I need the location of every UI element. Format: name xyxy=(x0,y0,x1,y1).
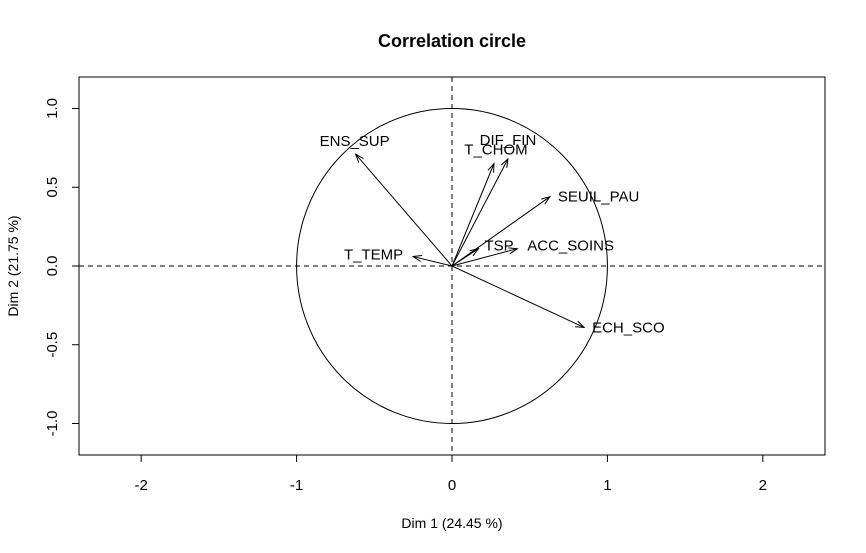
variable-label-tsp: TSP xyxy=(484,238,513,255)
arrow-t-temp xyxy=(413,256,453,267)
arrowhead-acc-soins xyxy=(508,247,519,255)
x-axis-label: Dim 1 (24.45 %) xyxy=(401,515,502,531)
x-axis: -2 -1 0 1 2 xyxy=(134,455,767,494)
y-tick-label: 0.5 xyxy=(44,177,61,198)
arrow-seuil-pau xyxy=(451,196,551,267)
arrowhead-ens-sup xyxy=(354,153,364,163)
unit-circle xyxy=(296,108,608,424)
variable-arrows xyxy=(354,153,586,329)
y-tick-label: -0.5 xyxy=(44,332,61,358)
variable-label-acc-soins: ACC_SOINS xyxy=(527,238,614,255)
arrow-ech-sco xyxy=(451,265,585,328)
chart-title: Correlation circle xyxy=(378,31,526,51)
variable-label-t-temp: T_TEMP xyxy=(344,247,403,264)
arrow-t-chom xyxy=(451,163,495,267)
x-tick-label: -1 xyxy=(290,477,303,494)
y-tick-label: 1.0 xyxy=(44,98,61,119)
variable-label-ech-sco: ECH_SCO xyxy=(592,319,665,336)
variable-label-dif-fin: DIF_FIN xyxy=(480,132,537,149)
arrowhead-t-temp xyxy=(411,255,423,262)
arrow-dif-fin xyxy=(451,158,509,267)
x-tick-label: 0 xyxy=(448,477,456,494)
arrowhead-dif-fin xyxy=(500,157,509,168)
arrowhead-tsp xyxy=(469,247,480,257)
variable-label-seuil-pau: SEUIL_PAU xyxy=(558,189,639,206)
unit-circle-layer xyxy=(296,108,608,424)
y-tick-label: 0.0 xyxy=(44,256,61,277)
x-tick-label: -2 xyxy=(134,477,147,494)
y-tick-label: -1.0 xyxy=(44,411,61,437)
arrowhead-seuil-pau xyxy=(541,195,552,205)
x-tick-label: 1 xyxy=(603,477,611,494)
y-axis-label: Dim 2 (21.75 %) xyxy=(5,215,21,316)
y-axis: -1.0 -0.5 0.0 0.5 1.0 xyxy=(44,98,79,436)
arrowhead-ech-sco xyxy=(575,320,586,329)
arrow-acc-soins xyxy=(451,248,518,267)
variable-label-ens-sup: ENS_SUP xyxy=(320,133,390,150)
variable-label-t-chom: T_CHOM xyxy=(464,142,527,159)
arrowhead-t-chom xyxy=(487,162,495,173)
x-tick-label: 2 xyxy=(759,477,767,494)
arrow-ens-sup xyxy=(355,153,453,267)
arrow-tsp xyxy=(451,248,479,267)
